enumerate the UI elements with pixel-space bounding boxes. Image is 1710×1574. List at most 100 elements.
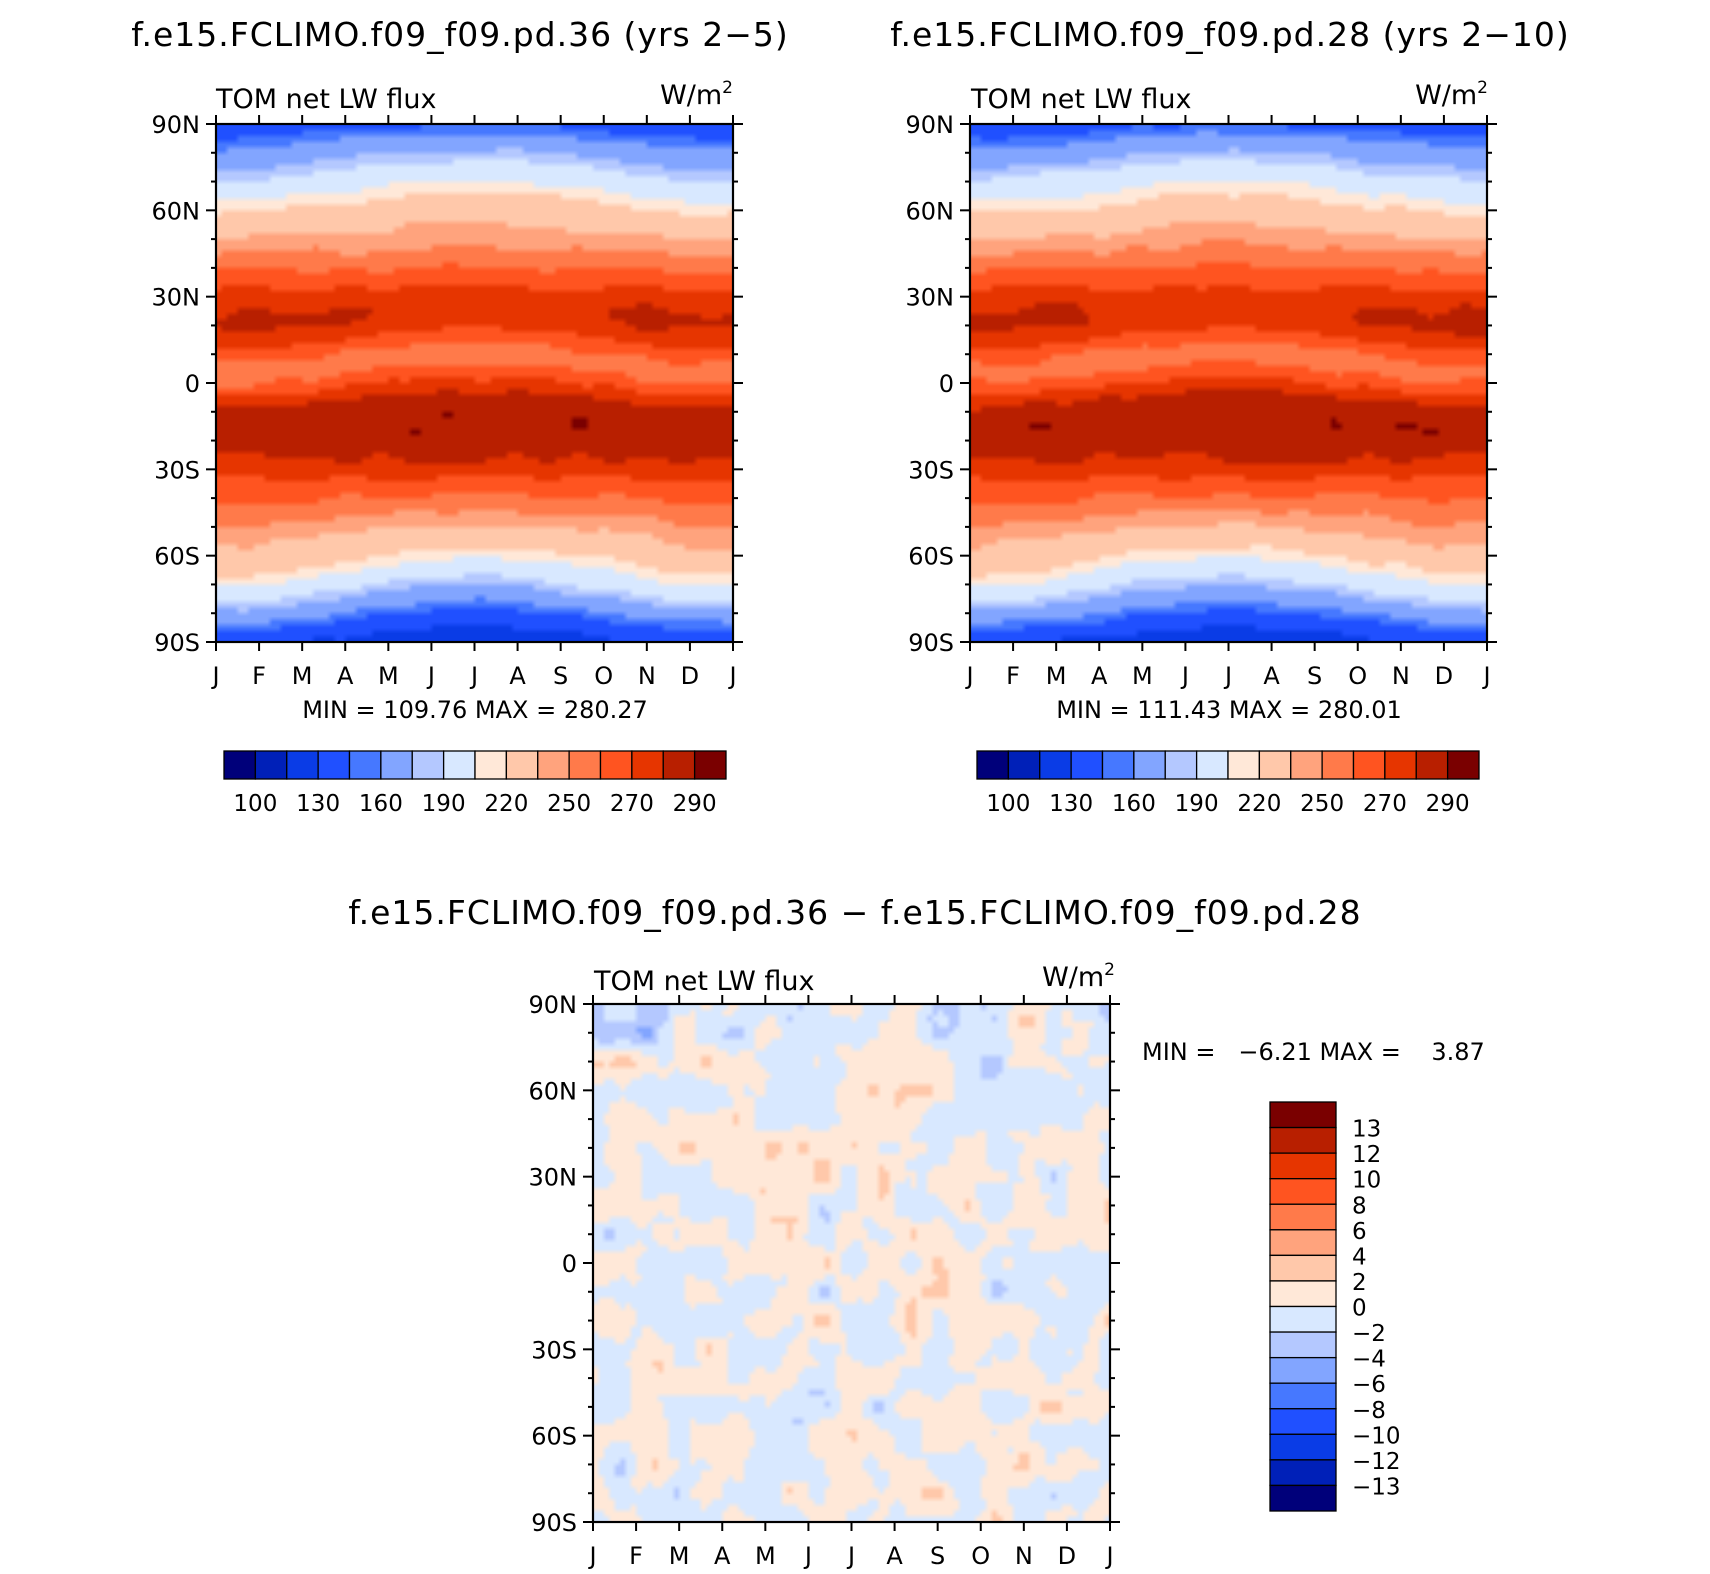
colorbar-swatch [537, 750, 570, 780]
x-tick-label: A [886, 1542, 903, 1570]
colorbar-swatch [1269, 1484, 1337, 1512]
y-tick-label: 90S [531, 1509, 577, 1537]
colorbar-label: 250 [547, 791, 591, 817]
colorbar: 100 130 160 190 220 250 270 290 [223, 750, 727, 817]
colorbar-swatch [662, 750, 696, 780]
colorbar-swatch [1007, 750, 1041, 780]
colorbar-swatch [1133, 750, 1166, 780]
colorbar-swatch [1446, 750, 1480, 780]
y-tick-labels: 90N 60N 30N 0 30S 60S 90S [152, 111, 201, 657]
panel-climatology-pd36: f.e15.FCLIMO.f09_f09.pd.36 (yrs 2−5) TOM… [131, 15, 787, 817]
x-tick-label: N [638, 662, 656, 690]
x-tick-label: J [587, 1542, 596, 1570]
contour-field [216, 124, 733, 642]
x-tick-label: A [509, 662, 526, 690]
colorbar-label: 0 [1352, 1296, 1367, 1322]
x-tick-label: M [755, 1542, 776, 1570]
colorbar-swatch [1258, 750, 1292, 780]
colorbar-swatch [631, 750, 664, 780]
colorbar-swatch [505, 750, 539, 780]
x-tick-label: J [964, 662, 973, 690]
x-tick-label: J [1481, 662, 1490, 690]
x-tick-label: M [1132, 662, 1153, 690]
colorbar-label: 10 [1352, 1168, 1381, 1194]
colorbar-swatch [599, 750, 633, 780]
panel-title: f.e15.FCLIMO.f09_f09.pd.36 − f.e15.FCLIM… [348, 893, 1361, 932]
x-tick-label: A [1091, 662, 1108, 690]
y-tick-label: 60N [152, 197, 201, 225]
colorbar-label: 4 [1352, 1244, 1367, 1270]
colorbar-swatch [1269, 1126, 1337, 1154]
colorbar-label: 270 [1363, 791, 1407, 817]
x-tick-label: A [337, 662, 354, 690]
y-tick-label: 60S [531, 1423, 577, 1451]
colorbar-swatch [1269, 1178, 1337, 1205]
y-tick-label: 60N [529, 1077, 578, 1105]
colorbar-label: −8 [1352, 1398, 1386, 1424]
colorbar-swatch [411, 750, 445, 780]
colorbar-label: 13 [1352, 1117, 1381, 1143]
colorbar-swatch [1070, 750, 1104, 780]
plot-frame [960, 115, 1497, 651]
colorbar-swatch [1269, 1459, 1337, 1487]
y-tick-label: 0 [185, 370, 200, 398]
x-tick-label: F [252, 662, 266, 690]
colorbar-swatch [568, 750, 602, 780]
y-tick-label: 0 [939, 370, 954, 398]
colorbar: 100 130 160 190 220 250 270 290 [976, 750, 1480, 817]
y-tick-label: 60S [908, 543, 954, 571]
colorbar-swatch [317, 750, 351, 780]
colorbar-swatch [1269, 1382, 1337, 1410]
colorbar-label: 270 [610, 791, 654, 817]
variable-label: TOM net LW flux [970, 84, 1191, 115]
y-tick-label: 30S [154, 456, 200, 484]
x-tick-label: J [426, 662, 435, 690]
y-tick-label: 30S [531, 1336, 577, 1364]
variable-label: TOM net LW flux [593, 966, 814, 997]
units-label: W/m2 [1415, 78, 1488, 111]
colorbar-swatch [1195, 750, 1229, 780]
x-tick-label: J [1180, 662, 1189, 690]
x-tick-label: O [1348, 662, 1367, 690]
colorbar-swatch [254, 750, 288, 780]
x-tick-label: J [469, 662, 478, 690]
x-tick-label: J [727, 662, 736, 690]
contour-image [216, 124, 733, 642]
colorbar-swatch [1269, 1356, 1337, 1384]
colorbar-swatch [1269, 1408, 1337, 1435]
x-tick-label: D [1058, 1542, 1076, 1570]
units-label: W/m2 [1042, 960, 1115, 993]
colorbar-swatch [1384, 750, 1417, 780]
colorbar-label: 290 [673, 791, 717, 817]
colorbar-swatch [1415, 750, 1449, 780]
colorbar-swatch [1269, 1305, 1337, 1333]
colorbar-swatch [1227, 750, 1261, 780]
colorbar-swatch [1321, 750, 1355, 780]
y-tick-label: 90N [152, 111, 201, 139]
colorbar-label: 220 [1237, 791, 1281, 817]
colorbar-label: 100 [233, 791, 277, 817]
contour-image [593, 1004, 1110, 1522]
colorbar-label: 130 [296, 791, 340, 817]
colorbar-label: 6 [1352, 1219, 1367, 1245]
x-tick-label: M [1046, 662, 1067, 690]
colorbar-label: 8 [1352, 1193, 1367, 1219]
contour-field [970, 124, 1487, 642]
variable-label: TOM net LW flux [215, 84, 436, 115]
colorbar-swatch [1290, 750, 1323, 780]
colorbar-label: 160 [1112, 791, 1156, 817]
colorbar-label: 130 [1049, 791, 1093, 817]
x-tick-label: M [669, 1542, 690, 1570]
x-tick-label: D [681, 662, 699, 690]
x-tick-label: A [1263, 662, 1280, 690]
colorbar-swatch [1269, 1229, 1337, 1257]
y-tick-label: 90S [908, 629, 954, 657]
colorbar-swatch [1269, 1331, 1337, 1359]
y-tick-label: 30N [529, 1164, 578, 1192]
x-tick-label: J [1104, 1542, 1113, 1570]
colorbar-swatch [1101, 750, 1135, 780]
colorbar-swatch [1352, 750, 1386, 780]
